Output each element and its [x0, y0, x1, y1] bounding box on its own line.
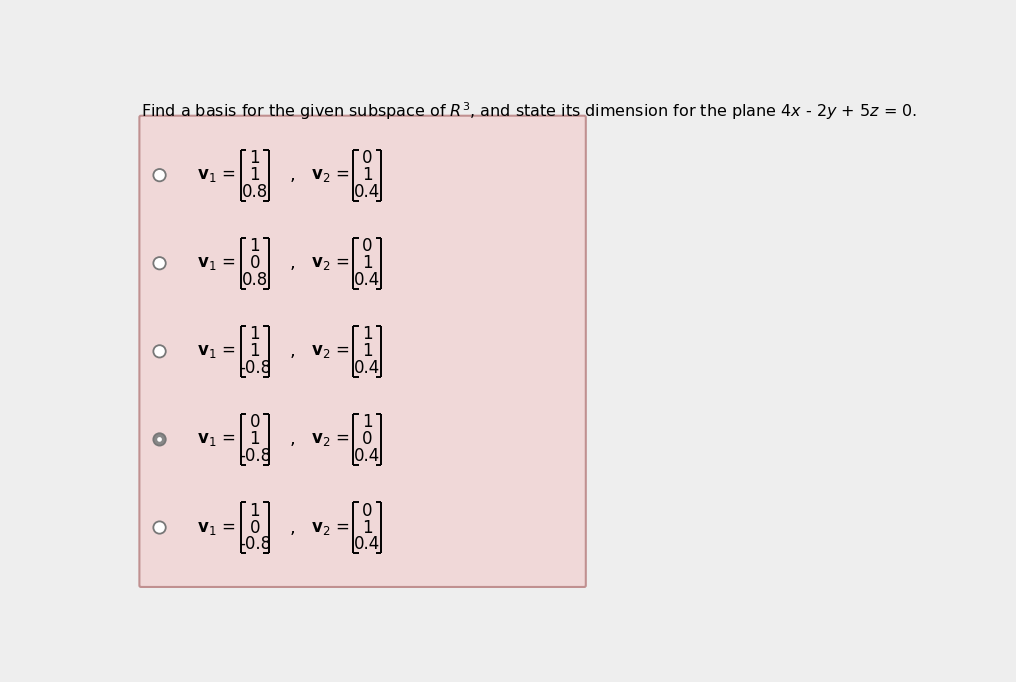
Text: $\mathbf{v}_2$ =: $\mathbf{v}_2$ = — [312, 430, 350, 449]
Text: 0.4: 0.4 — [355, 447, 380, 465]
Text: ,: , — [290, 254, 296, 272]
Circle shape — [153, 257, 166, 269]
Text: 0: 0 — [362, 237, 373, 255]
Text: 0: 0 — [250, 254, 260, 272]
Text: $\mathbf{v}_2$ =: $\mathbf{v}_2$ = — [312, 166, 350, 184]
Text: -0.8: -0.8 — [239, 535, 271, 554]
Text: 0: 0 — [362, 501, 373, 520]
Text: 0.8: 0.8 — [242, 183, 268, 201]
Text: 0.4: 0.4 — [355, 183, 380, 201]
Text: 1: 1 — [250, 430, 260, 449]
Text: ,: , — [290, 166, 296, 184]
Text: $\mathbf{v}_2$ =: $\mathbf{v}_2$ = — [312, 342, 350, 360]
Text: 1: 1 — [362, 342, 373, 360]
Text: 1: 1 — [250, 237, 260, 255]
Text: 0.4: 0.4 — [355, 271, 380, 289]
Circle shape — [153, 433, 166, 445]
Circle shape — [157, 437, 162, 442]
Text: 0.4: 0.4 — [355, 535, 380, 554]
Text: 1: 1 — [250, 342, 260, 360]
Circle shape — [153, 169, 166, 181]
Text: $\mathbf{v}_2$ =: $\mathbf{v}_2$ = — [312, 518, 350, 537]
Text: 0.8: 0.8 — [242, 271, 268, 289]
Text: $\mathbf{v}_1$ =: $\mathbf{v}_1$ = — [197, 254, 235, 272]
Circle shape — [153, 345, 166, 357]
Text: 1: 1 — [362, 518, 373, 537]
Text: $\mathbf{v}_1$ =: $\mathbf{v}_1$ = — [197, 166, 235, 184]
Text: -0.8: -0.8 — [239, 447, 271, 465]
Text: ,: , — [290, 430, 296, 449]
Text: ,: , — [290, 518, 296, 537]
Circle shape — [153, 521, 166, 534]
Text: 0: 0 — [250, 518, 260, 537]
FancyBboxPatch shape — [139, 116, 586, 587]
Text: 1: 1 — [362, 413, 373, 432]
Text: 1: 1 — [250, 501, 260, 520]
Text: $\mathbf{v}_1$ =: $\mathbf{v}_1$ = — [197, 430, 235, 449]
Text: -0.8: -0.8 — [239, 359, 271, 377]
Text: ,: , — [290, 342, 296, 360]
Text: 1: 1 — [362, 254, 373, 272]
Text: $\mathbf{v}_2$ =: $\mathbf{v}_2$ = — [312, 254, 350, 272]
Text: 1: 1 — [362, 325, 373, 344]
Text: 1: 1 — [250, 325, 260, 344]
Text: 1: 1 — [250, 166, 260, 184]
Text: 0: 0 — [362, 430, 373, 449]
Text: Find a basis for the given subspace of $R^3$, and state its dimension for the pl: Find a basis for the given subspace of $… — [141, 100, 917, 122]
Text: 1: 1 — [362, 166, 373, 184]
Text: 0: 0 — [362, 149, 373, 167]
Text: $\mathbf{v}_1$ =: $\mathbf{v}_1$ = — [197, 342, 235, 360]
Text: $\mathbf{v}_1$ =: $\mathbf{v}_1$ = — [197, 518, 235, 537]
Text: 0.4: 0.4 — [355, 359, 380, 377]
Text: 0: 0 — [250, 413, 260, 432]
Text: 1: 1 — [250, 149, 260, 167]
